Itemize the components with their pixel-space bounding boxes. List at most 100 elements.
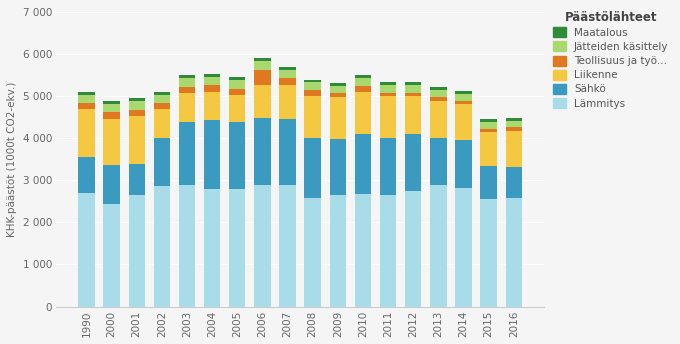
Bar: [456, 91, 472, 94]
Bar: [254, 70, 271, 85]
Bar: [254, 58, 271, 62]
Bar: [506, 121, 522, 127]
Bar: [355, 86, 371, 92]
Bar: [481, 199, 497, 307]
Bar: [78, 103, 95, 109]
Bar: [405, 134, 422, 191]
Bar: [254, 62, 271, 70]
Bar: [129, 98, 145, 101]
Y-axis label: KHK-päästöt (1000t CO2-ekv.): KHK-päästöt (1000t CO2-ekv.): [7, 82, 17, 237]
Bar: [405, 96, 422, 134]
Bar: [129, 164, 145, 195]
Bar: [204, 77, 220, 85]
Bar: [481, 166, 497, 199]
Bar: [380, 96, 396, 138]
Bar: [129, 195, 145, 307]
Bar: [506, 166, 522, 198]
Bar: [330, 93, 346, 97]
Bar: [103, 165, 120, 204]
Bar: [154, 92, 170, 95]
Bar: [481, 122, 497, 129]
Bar: [103, 101, 120, 104]
Bar: [279, 67, 296, 70]
Bar: [179, 185, 195, 307]
Bar: [456, 140, 472, 188]
Bar: [506, 131, 522, 166]
Bar: [506, 198, 522, 307]
Bar: [355, 75, 371, 78]
Bar: [103, 112, 120, 119]
Bar: [179, 93, 195, 122]
Bar: [430, 89, 447, 97]
Bar: [305, 83, 321, 90]
Bar: [204, 92, 220, 120]
Bar: [330, 83, 346, 86]
Bar: [506, 118, 522, 121]
Bar: [229, 189, 245, 307]
Bar: [229, 122, 245, 189]
Bar: [78, 157, 95, 193]
Bar: [355, 194, 371, 307]
Bar: [179, 87, 195, 93]
Bar: [103, 204, 120, 307]
Bar: [305, 198, 321, 307]
Bar: [254, 118, 271, 185]
Bar: [481, 119, 497, 122]
Bar: [254, 185, 271, 307]
Bar: [380, 85, 396, 93]
Bar: [103, 119, 120, 165]
Bar: [481, 132, 497, 166]
Bar: [129, 101, 145, 110]
Bar: [380, 93, 396, 96]
Bar: [204, 189, 220, 307]
Legend: Maatalous, Jätteiden käsittely, Teollisuus ja työ..., Liikenne, Sähkö, Lämmitys: Maatalous, Jätteiden käsittely, Teollisu…: [549, 6, 673, 113]
Bar: [78, 95, 95, 103]
Bar: [103, 104, 120, 112]
Bar: [330, 139, 346, 195]
Bar: [229, 77, 245, 80]
Bar: [78, 92, 95, 95]
Bar: [154, 186, 170, 307]
Bar: [405, 85, 422, 93]
Bar: [456, 94, 472, 100]
Bar: [380, 83, 396, 85]
Bar: [355, 134, 371, 194]
Bar: [330, 97, 346, 139]
Bar: [179, 75, 195, 78]
Bar: [154, 138, 170, 186]
Bar: [380, 195, 396, 307]
Bar: [456, 104, 472, 140]
Bar: [204, 85, 220, 92]
Bar: [355, 92, 371, 134]
Bar: [279, 185, 296, 307]
Bar: [305, 90, 321, 96]
Bar: [154, 104, 170, 109]
Bar: [254, 85, 271, 118]
Bar: [279, 70, 296, 78]
Bar: [380, 138, 396, 195]
Bar: [405, 83, 422, 85]
Bar: [204, 74, 220, 77]
Bar: [506, 127, 522, 131]
Bar: [430, 87, 447, 89]
Bar: [405, 191, 422, 307]
Bar: [430, 185, 447, 307]
Bar: [279, 85, 296, 119]
Bar: [330, 195, 346, 307]
Bar: [229, 95, 245, 122]
Bar: [430, 97, 447, 100]
Bar: [305, 96, 321, 138]
Bar: [78, 193, 95, 307]
Bar: [204, 120, 220, 189]
Bar: [481, 129, 497, 132]
Bar: [154, 95, 170, 104]
Bar: [430, 100, 447, 138]
Bar: [78, 109, 95, 157]
Bar: [179, 78, 195, 87]
Bar: [456, 100, 472, 104]
Bar: [430, 138, 447, 185]
Bar: [229, 89, 245, 95]
Bar: [305, 138, 321, 198]
Bar: [330, 86, 346, 93]
Bar: [355, 78, 371, 86]
